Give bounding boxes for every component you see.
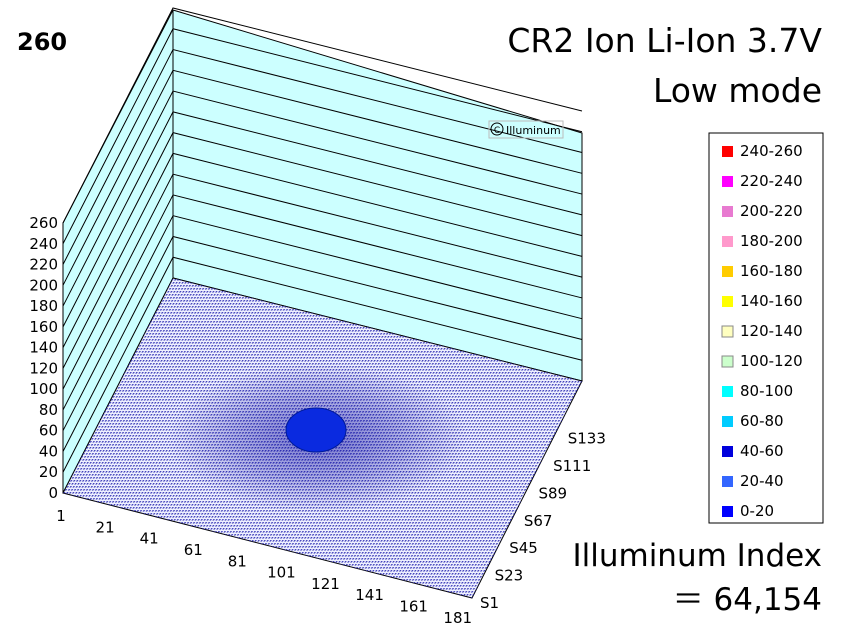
wall-gridline: [62, 90, 583, 307]
legend-swatch: [721, 355, 734, 368]
max-value-label: 260: [17, 28, 67, 56]
x-tick-label: 161: [399, 598, 428, 616]
legend-swatch: [722, 416, 733, 427]
y-tick-label: S111: [553, 457, 591, 475]
z-tick-label: 140: [29, 339, 58, 357]
legend-label: 80-100: [740, 382, 793, 400]
z-axis: 0 20 40 60 80 100 120 140 160 180 200 220 240 260: [29, 214, 58, 502]
beam-hotspot: [285, 407, 347, 453]
y-tick-label: S133: [568, 430, 606, 448]
legend-swatch: [722, 446, 733, 457]
z-tick-label: 20: [39, 463, 58, 481]
z-tick-label: 100: [29, 380, 58, 398]
wall-gridline: [62, 173, 583, 390]
z-tick-label: 0: [48, 484, 58, 502]
z-tick-label: 220: [29, 256, 58, 274]
z-tick-label: 260: [29, 214, 58, 232]
z-tick-label: 180: [29, 297, 58, 315]
chart-title-line1: CR2 Ion Li-Ion 3.7V: [507, 21, 822, 60]
wall-gridline: [62, 215, 583, 431]
legend-label: 0-20: [740, 502, 774, 520]
x-tick-label: 41: [140, 530, 159, 548]
y-tick-label: S1: [480, 594, 499, 612]
legend-swatch: [722, 506, 733, 517]
legend-swatch: [722, 266, 733, 277]
x-tick-label: 61: [184, 541, 203, 559]
x-tick-label: 121: [311, 575, 340, 593]
z-tick-label: 40: [39, 442, 58, 460]
wall-gridline: [62, 69, 583, 286]
legend-swatch: [722, 206, 733, 217]
wall-gridline: [62, 28, 583, 244]
x-tick-label: 101: [267, 564, 296, 582]
legend-swatch: [721, 325, 734, 338]
z-tick-label: 60: [39, 422, 58, 440]
y-axis: S1 S23 S45 S67 S89 S111 S133: [480, 430, 606, 612]
x-tick-label: 181: [443, 609, 472, 627]
wall-gridline: [62, 7, 583, 224]
z-tick-label: 200: [29, 276, 58, 294]
wall-gridline: [62, 235, 583, 452]
wall-gridlines: [62, 7, 583, 473]
wall-gridline: [62, 48, 583, 265]
y-tick-label: S23: [495, 567, 524, 585]
copyright-text: Illuminum: [506, 124, 561, 137]
legend-swatch: [722, 476, 733, 487]
index-label: Illuminum Index: [572, 538, 822, 574]
copyright-icon: [490, 122, 504, 136]
legend-label: 60-80: [740, 412, 784, 430]
copyright-mark: C Illuminum: [488, 120, 564, 139]
x-tick-label: 21: [96, 518, 115, 536]
wall-gridline: [62, 132, 583, 348]
copyright-box: [488, 120, 564, 139]
legend-label: 240-260: [740, 142, 803, 160]
index-value: ＝ 64,154: [673, 582, 822, 618]
y-tick-label: S89: [538, 484, 567, 502]
x-tick-label: 81: [228, 552, 247, 570]
legend-swatch: [722, 296, 733, 307]
legend-swatch: [722, 386, 733, 397]
copyright-c: C: [494, 126, 500, 136]
x-tick-label: 1: [56, 507, 66, 525]
wall-gridline: [62, 152, 583, 369]
legend-swatch: [722, 146, 733, 157]
chart-title-line2: Low mode: [653, 71, 822, 110]
legend-label: 180-200: [740, 232, 803, 250]
legend-label: 220-240: [740, 172, 803, 190]
z-tick-label: 120: [29, 359, 58, 377]
legend-label: 200-220: [740, 202, 803, 220]
x-tick-label: 141: [355, 586, 384, 604]
legend-label: 120-140: [740, 322, 803, 340]
legend-label: 100-120: [740, 352, 803, 370]
legend: 240-260 220-240 200-220 180-200 160-180 140-1…: [721, 142, 803, 520]
z-tick-label: 160: [29, 318, 58, 336]
wall-gridline: [62, 111, 583, 328]
legend-label: 40-60: [740, 442, 784, 460]
legend-label: 160-180: [740, 262, 803, 280]
wall-gridline: [62, 194, 583, 411]
y-tick-label: S45: [509, 539, 538, 557]
y-tick-label: S67: [524, 512, 553, 530]
legend-label: 20-40: [740, 472, 784, 490]
legend-swatch: [722, 236, 733, 247]
legend-swatch: [722, 176, 733, 187]
z-tick-label: 240: [29, 235, 58, 253]
z-tick-label: 80: [39, 401, 58, 419]
legend-label: 140-160: [740, 292, 803, 310]
wall-gridline: [62, 256, 583, 473]
